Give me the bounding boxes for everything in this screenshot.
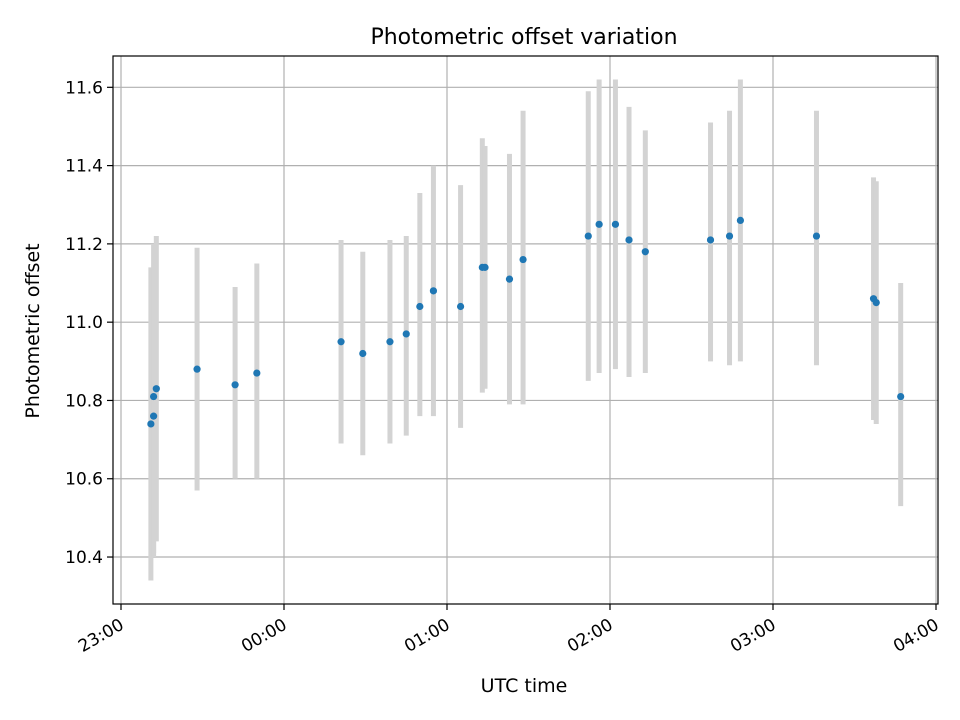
data-point: [150, 412, 158, 420]
y-tick-label: 10.4: [65, 548, 103, 568]
data-point: [253, 369, 261, 377]
data-point: [519, 255, 527, 264]
data-point: [359, 349, 367, 358]
y-tick-label: 10.6: [65, 470, 103, 490]
data-point: [456, 302, 465, 311]
data-point: [595, 220, 603, 228]
x-axis-label: UTC time: [481, 675, 568, 697]
data-points: [147, 216, 905, 428]
x-tick-label: 02:00: [564, 615, 616, 657]
x-tick-label: 03:00: [727, 615, 779, 657]
data-point: [611, 220, 620, 228]
data-point: [152, 385, 160, 393]
y-axis-label: Photometric offset: [22, 243, 44, 418]
data-point: [736, 216, 745, 224]
x-tick-label: 00:00: [238, 615, 290, 657]
y-tick-label: 10.8: [65, 391, 103, 411]
data-point: [897, 392, 905, 401]
data-point: [872, 299, 880, 307]
y-tick-label: 11.0: [65, 313, 103, 333]
data-point: [386, 338, 394, 346]
data-point: [641, 248, 649, 256]
chart-title: Photometric offset variation: [370, 25, 677, 50]
y-tick-label: 11.2: [65, 235, 103, 255]
data-point: [337, 338, 345, 346]
y-axis-ticks: 10.4 10.6 10.8 11.0 11.2 11.4 11.6: [65, 78, 113, 568]
data-point: [416, 302, 424, 311]
data-point: [725, 232, 734, 240]
y-tick-label: 11.6: [65, 78, 103, 98]
data-point: [429, 287, 438, 295]
data-point: [812, 232, 821, 240]
data-point: [584, 232, 592, 240]
data-point: [147, 420, 155, 428]
x-axis-ticks: 23:00 00:00 01:00 02:00 03:00 04:00: [75, 604, 943, 657]
data-point: [150, 392, 158, 401]
data-point: [505, 275, 514, 283]
y-tick-label: 11.4: [65, 157, 103, 177]
plot-frame: [112, 55, 939, 605]
data-point: [402, 330, 410, 338]
data-point: [231, 381, 239, 389]
data-point: [193, 365, 201, 373]
error-bars: [148, 79, 904, 581]
x-tick-label: 01:00: [401, 615, 453, 657]
x-tick-label: 23:00: [75, 615, 127, 657]
x-tick-label: 04:00: [890, 615, 942, 657]
data-point: [625, 236, 633, 244]
data-point: [706, 236, 715, 244]
data-point: [481, 263, 489, 271]
